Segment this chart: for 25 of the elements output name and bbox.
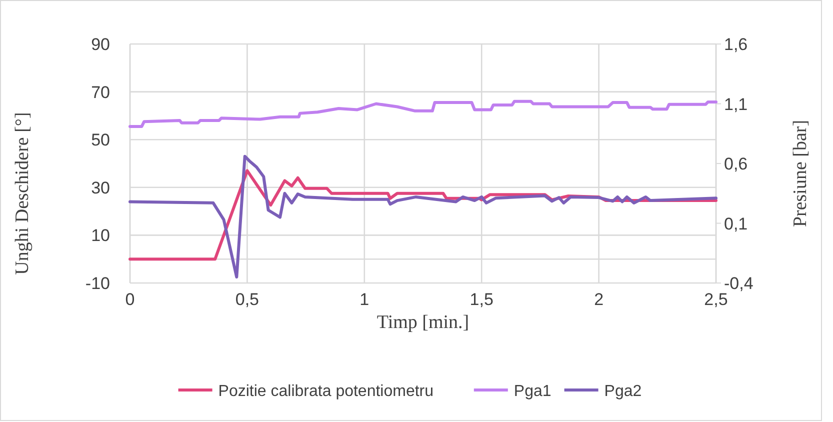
y2-axis-title: Presiune [bar] [790,120,811,228]
x-tick-label: 1 [360,290,370,309]
x-tick-label: 0,5 [235,290,260,309]
x-tick-label: 0 [125,290,135,309]
y-tick-label: -10 [85,274,110,293]
y2-tick-label: 0,6 [724,154,748,174]
x-axis-title: Timp [min.] [376,312,470,333]
y2-tick-label: 1,6 [724,35,748,54]
y-tick-label: 30 [91,178,110,198]
line-series [128,100,718,128]
y2-tick-label: 0,1 [724,214,748,234]
legend-label: Pozitie calibrata potentiometru [218,383,434,400]
y-tick-label: 10 [91,226,110,246]
y-tick-label: 90 [91,35,110,54]
x-tick-label: 2,5 [704,290,728,309]
y-tick-label: 70 [91,82,110,102]
x-tick-label: 2 [594,290,604,309]
legend-label: Pga2 [604,383,642,400]
y-axis-title: Unghi Deschidere [°] [12,112,33,275]
y2-tick-label: 1,1 [724,94,748,114]
x-tick-label: 1,5 [470,290,494,309]
y2-tick-label: -0,4 [724,274,754,293]
y-tick-label: 50 [91,130,110,150]
line-series [128,154,718,279]
legend-label: Pga1 [514,383,552,400]
